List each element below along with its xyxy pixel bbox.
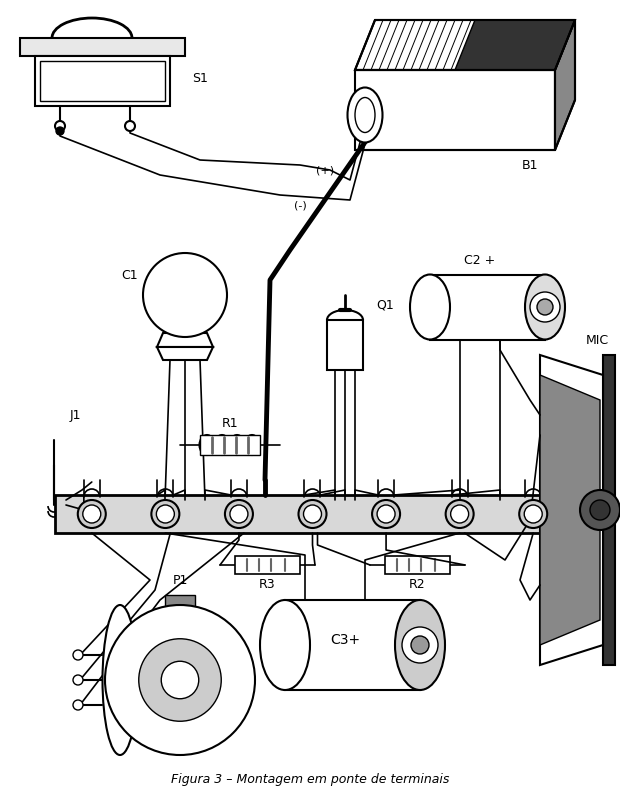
Ellipse shape [410,274,450,339]
Polygon shape [455,20,575,70]
Ellipse shape [347,87,383,142]
Text: (+): (+) [316,165,334,175]
Polygon shape [540,375,600,645]
Bar [327,320,363,370]
Ellipse shape [395,600,445,690]
Circle shape [151,500,179,528]
Bar [285,600,420,690]
Circle shape [372,500,400,528]
Ellipse shape [355,98,375,133]
Bar [40,61,165,101]
Text: C3+: C3+ [330,633,360,647]
Text: Figura 3 – Montagem em ponte de terminais: Figura 3 – Montagem em ponte de terminai… [171,774,449,786]
Text: MIC: MIC [585,333,609,347]
Circle shape [451,505,469,523]
Circle shape [519,500,547,528]
Circle shape [580,490,620,530]
Circle shape [83,505,101,523]
Circle shape [402,627,438,663]
Text: R1: R1 [222,417,238,429]
Circle shape [143,253,227,337]
Bar [235,556,300,574]
Text: (-): (-) [294,200,306,210]
Circle shape [590,500,610,520]
Bar [55,495,570,533]
Text: R2: R2 [409,579,425,591]
Ellipse shape [260,600,310,690]
Circle shape [125,121,135,131]
Circle shape [78,500,106,528]
Circle shape [537,299,553,315]
Circle shape [56,127,64,135]
Circle shape [73,675,83,685]
Text: Q1: Q1 [376,298,394,312]
Circle shape [225,500,253,528]
Circle shape [161,661,199,699]
Bar [35,56,170,106]
Circle shape [139,638,221,721]
Ellipse shape [525,274,565,339]
Circle shape [298,500,327,528]
Polygon shape [157,333,213,347]
Polygon shape [355,70,555,150]
Circle shape [525,505,542,523]
Circle shape [230,505,248,523]
Circle shape [446,500,474,528]
Bar [603,355,615,665]
Circle shape [156,505,174,523]
Bar [165,595,195,607]
Text: B1: B1 [522,158,538,172]
Bar [200,435,260,455]
Polygon shape [540,355,603,665]
Bar [430,275,545,340]
Polygon shape [355,20,575,70]
Text: S1: S1 [192,72,208,84]
Bar [20,38,185,56]
Circle shape [377,505,395,523]
Ellipse shape [102,605,138,755]
Bar [385,556,450,574]
Text: P1: P1 [172,573,188,587]
Circle shape [304,505,322,523]
Circle shape [105,605,255,755]
Polygon shape [157,347,213,360]
Circle shape [73,700,83,710]
Text: C1: C1 [122,269,138,281]
Text: J1: J1 [69,409,81,421]
Circle shape [73,650,83,660]
Polygon shape [555,20,575,150]
Circle shape [411,636,429,654]
Circle shape [55,121,65,131]
Circle shape [530,292,560,322]
Text: R3: R3 [259,579,275,591]
Text: C2 +: C2 + [464,254,495,266]
